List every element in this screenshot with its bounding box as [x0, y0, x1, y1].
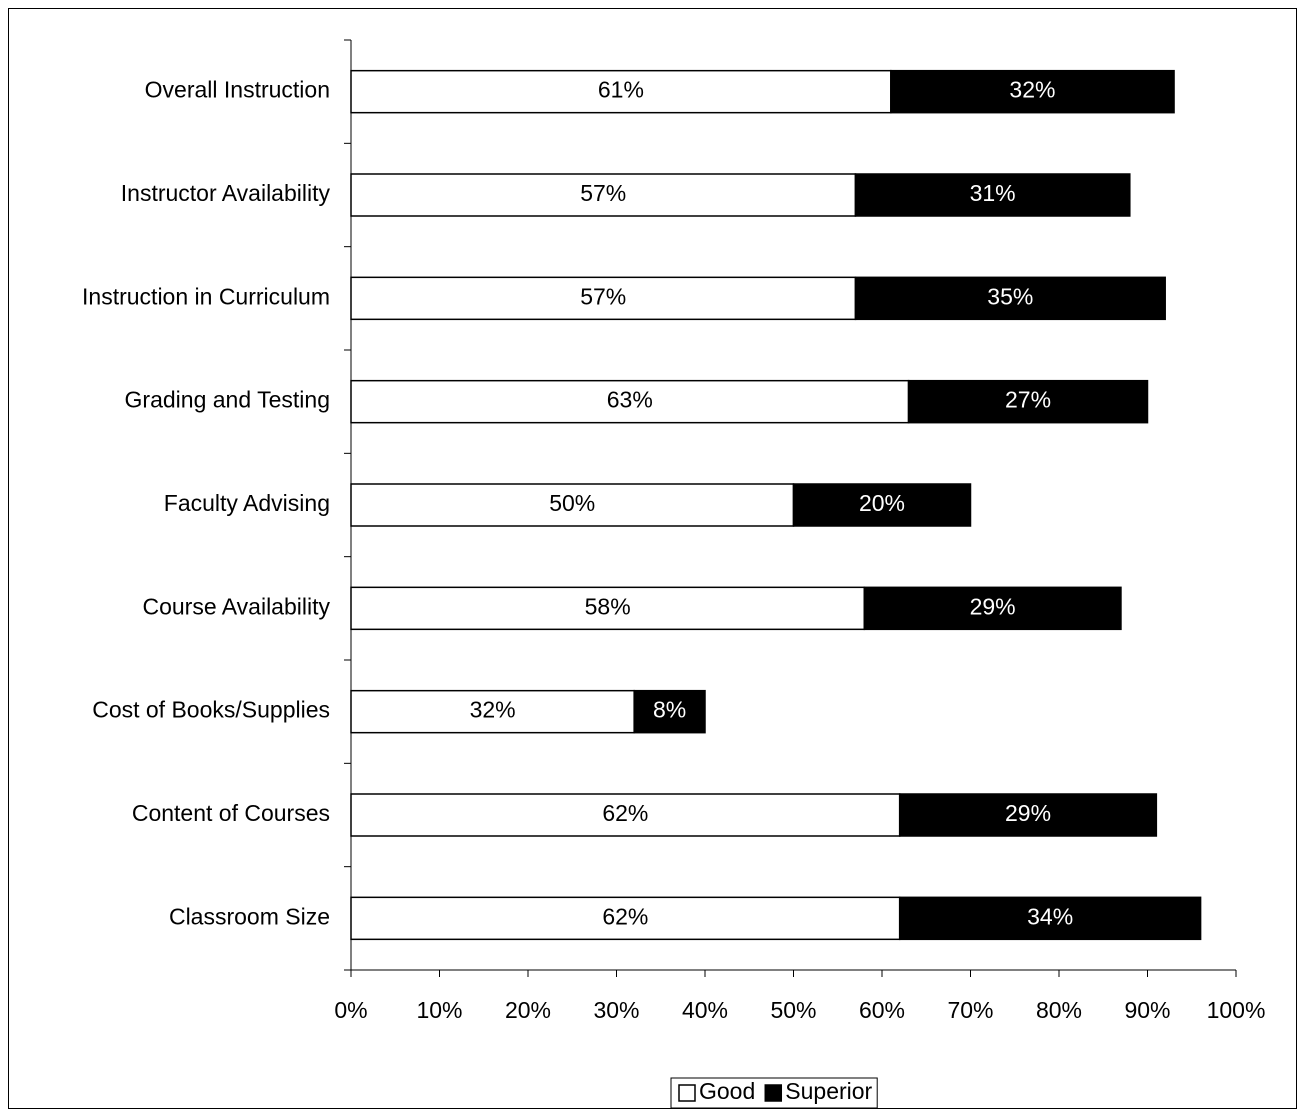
x-tick-label: 20% [505, 997, 551, 1023]
data-label: 50% [549, 490, 595, 516]
x-tick-label: 100% [1207, 997, 1266, 1023]
y-tick-label: Instructor Availability [121, 180, 331, 206]
bar-segment [863, 586, 1122, 631]
data-label: 57% [580, 283, 626, 309]
data-label: 20% [859, 490, 905, 516]
data-label: 29% [1005, 800, 1051, 826]
data-label: 32% [1009, 77, 1055, 103]
y-tick-label: Content of Courses [132, 800, 330, 826]
bar-segment [890, 69, 1175, 114]
data-label: 8% [653, 697, 686, 723]
bar-segment [907, 379, 1149, 424]
x-tick-label: 0% [334, 997, 367, 1023]
bar-segment [350, 793, 901, 837]
data-label: 32% [470, 697, 516, 723]
data-label: 27% [1005, 387, 1051, 413]
bar-segment [898, 896, 1202, 941]
x-tick-label: 60% [859, 997, 905, 1023]
x-tick-label: 90% [1124, 997, 1170, 1023]
data-label: 63% [607, 387, 653, 413]
bar-segment [633, 689, 706, 734]
bar-segment [350, 276, 857, 321]
data-label: 29% [970, 593, 1016, 619]
bar-segment [898, 793, 1158, 837]
data-label: 31% [970, 180, 1016, 206]
x-tick-label: 80% [1036, 997, 1082, 1023]
data-label: 62% [602, 903, 648, 929]
bar-segment [350, 586, 866, 631]
legend-swatch [678, 1084, 696, 1102]
y-tick-label: Cost of Books/Supplies [92, 697, 330, 723]
bar-segment [350, 173, 857, 217]
bar-segment [350, 483, 795, 527]
bar-segment [350, 69, 892, 114]
legend-swatch [764, 1084, 783, 1102]
x-tick-label: 30% [593, 997, 639, 1023]
bar-segment [854, 276, 1166, 321]
bar-segment [350, 379, 910, 424]
y-tick-label: Instruction in Curriculum [82, 283, 330, 309]
data-label: 57% [580, 180, 626, 206]
legend-label: Superior [785, 1078, 872, 1104]
legend-label: Good [699, 1078, 755, 1104]
bar-segment [350, 896, 901, 941]
data-label: 61% [598, 77, 644, 103]
x-tick-label: 70% [947, 997, 993, 1023]
x-tick-label: 50% [770, 997, 816, 1023]
y-tick-label: Course Availability [142, 593, 330, 619]
y-tick-label: Faculty Advising [164, 490, 330, 516]
data-label: 58% [585, 593, 631, 619]
x-tick-label: 40% [682, 997, 728, 1023]
data-label: 35% [987, 283, 1033, 309]
data-label: 34% [1027, 903, 1073, 929]
x-tick-label: 10% [416, 997, 462, 1023]
bar-segment [350, 689, 635, 734]
bar-segment [792, 483, 972, 527]
data-label: 62% [602, 800, 648, 826]
y-tick-label: Grading and Testing [125, 387, 330, 413]
bar-segment [854, 173, 1131, 217]
y-tick-label: Classroom Size [169, 903, 330, 929]
y-tick-label: Overall Instruction [145, 77, 330, 103]
